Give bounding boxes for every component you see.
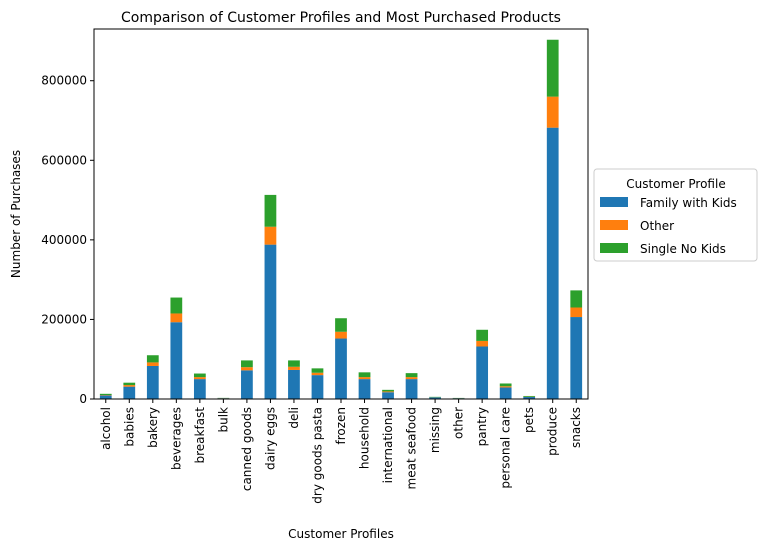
x-tick-label: alcohol (99, 407, 113, 450)
bar-dry-goods-pasta-single-no-kids (312, 368, 324, 372)
x-tick-label: dry goods pasta (310, 407, 324, 504)
bar-dairy-eggs-other (265, 227, 277, 245)
bar-frozen-other (335, 332, 347, 339)
x-tick-label: frozen (334, 407, 348, 445)
x-tick-label: bulk (216, 407, 230, 433)
bar-meat-seafood-single-no-kids (406, 373, 418, 377)
x-tick-label: other (452, 407, 466, 439)
bar-pantry-family-with-kids (476, 346, 488, 399)
bar-canned-goods-other (241, 367, 253, 370)
x-tick-label: bakery (146, 407, 160, 448)
y-axis-label: Number of Purchases (9, 150, 23, 278)
bar-deli-single-no-kids (288, 360, 300, 366)
x-tick-label: produce (546, 407, 560, 456)
bar-dairy-eggs-family-with-kids (265, 245, 277, 399)
x-tick-label: international (381, 407, 395, 483)
bar-breakfast-single-no-kids (194, 374, 206, 378)
legend-swatch (600, 220, 628, 230)
bar-breakfast-family-with-kids (194, 379, 206, 399)
bar-meat-seafood-family-with-kids (406, 379, 418, 399)
bar-babies-single-no-kids (123, 383, 135, 385)
bar-bakery-family-with-kids (147, 366, 159, 399)
bar-dry-goods-pasta-family-with-kids (312, 375, 324, 399)
x-tick-label: babies (122, 407, 136, 447)
bar-bakery-other (147, 362, 159, 366)
x-tick-label: beverages (169, 407, 183, 470)
bar-produce-other (547, 97, 559, 128)
x-axis-label: Customer Profiles (288, 527, 394, 541)
legend-swatch (600, 243, 628, 253)
bar-alcohol-family-with-kids (100, 395, 112, 399)
bar-frozen-family-with-kids (335, 339, 347, 399)
legend: Customer Profile Family with Kids Other Si… (594, 169, 757, 261)
bar-breakfast-other (194, 377, 206, 379)
y-tick-label: 0 (79, 392, 87, 406)
y-tick-label: 800000 (41, 74, 87, 88)
bar-produce-single-no-kids (547, 40, 559, 97)
x-tick-label: deli (287, 407, 301, 429)
legend-label: Family with Kids (640, 196, 737, 210)
bar-produce-family-with-kids (547, 128, 559, 399)
bar-household-single-no-kids (359, 372, 371, 377)
bar-beverages-family-with-kids (170, 322, 182, 399)
x-tick-label: snacks (569, 407, 583, 448)
bar-babies-family-with-kids (123, 387, 135, 399)
bar-pets-single-no-kids (523, 396, 535, 397)
bar-international-single-no-kids (382, 390, 394, 392)
legend-label: Single No Kids (640, 242, 726, 256)
x-tick-label: canned goods (240, 407, 254, 491)
bar-dry-goods-pasta-other (312, 373, 324, 375)
legend-swatch (600, 197, 628, 207)
bar-snacks-single-no-kids (570, 290, 582, 307)
bar-personal-care-single-no-kids (500, 383, 512, 386)
legend-label: Other (640, 219, 674, 233)
bar-pantry-other (476, 341, 488, 347)
bar-alcohol-single-no-kids (100, 394, 112, 395)
y-tick-label: 400000 (41, 233, 87, 247)
y-axis-ticks: 0 200000 400000 600000 800000 (41, 74, 94, 406)
legend-title: Customer Profile (626, 177, 725, 191)
x-tick-label: breakfast (193, 407, 207, 464)
x-tick-label: missing (428, 407, 442, 453)
x-tick-label: dairy eggs (263, 407, 277, 470)
chart-title: Comparison of Customer Profiles and Most… (121, 10, 561, 26)
bars-group (100, 40, 582, 399)
x-tick-label: personal care (499, 407, 513, 489)
bar-snacks-family-with-kids (570, 317, 582, 399)
bar-canned-goods-single-no-kids (241, 360, 253, 367)
bar-deli-family-with-kids (288, 370, 300, 399)
bar-personal-care-family-with-kids (500, 387, 512, 399)
x-tick-label: pets (522, 407, 536, 433)
bar-personal-care-other (500, 386, 512, 387)
bar-snacks-other (570, 307, 582, 317)
bar-bakery-single-no-kids (147, 355, 159, 362)
bar-pantry-single-no-kids (476, 330, 488, 341)
bar-household-family-with-kids (359, 379, 371, 399)
bar-deli-other (288, 367, 300, 370)
bar-international-family-with-kids (382, 392, 394, 399)
bar-beverages-other (170, 313, 182, 322)
bar-dairy-eggs-single-no-kids (265, 195, 277, 227)
x-axis-ticks: alcohol babies bakery beverages breakfast bul… (99, 399, 583, 504)
bar-canned-goods-family-with-kids (241, 370, 253, 399)
bar-frozen-single-no-kids (335, 318, 347, 332)
bar-beverages-single-no-kids (170, 298, 182, 314)
bar-household-other (359, 377, 371, 379)
bar-international-other (382, 391, 394, 392)
y-tick-label: 200000 (41, 312, 87, 326)
y-tick-label: 600000 (41, 153, 87, 167)
bar-meat-seafood-other (406, 377, 418, 379)
bar-babies-other (123, 385, 135, 387)
x-tick-label: meat seafood (405, 407, 419, 489)
x-tick-label: pantry (475, 407, 489, 446)
x-tick-label: household (358, 407, 372, 469)
